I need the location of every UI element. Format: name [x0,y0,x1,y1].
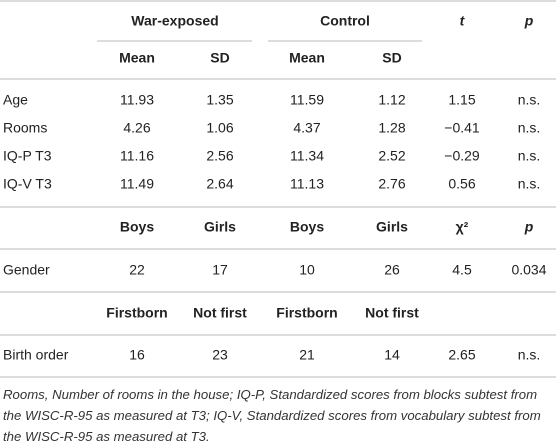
cell: 0.56 [448,176,475,192]
cell: 1.12 [378,92,405,108]
cell: −0.29 [444,148,480,164]
table: War-exposed Control t p Mean SD Mean SD Age 1… [0,0,556,378]
cell: 11.34 [290,148,324,164]
cell: 2.52 [378,148,405,164]
cell: 1.35 [206,92,233,108]
cell: 4.5 [452,262,472,278]
column-header: Boys [290,219,324,235]
stat-header: t [460,13,466,29]
row-label: Rooms [3,120,47,136]
cell: 21 [299,347,315,363]
cell: 1.15 [448,92,475,108]
cell: 4.37 [293,120,320,136]
cell: −0.41 [444,120,480,136]
cell: 11.16 [120,148,154,164]
column-header: p [524,219,534,235]
row-label: Age [3,92,28,108]
column-header: SD [382,50,401,66]
cell: n.s. [518,347,541,363]
group-header: War-exposed [131,13,218,29]
cell: 23 [212,347,228,363]
footnote: Rooms, Number of rooms in the house; IQ-… [3,387,541,444]
column-header: Girls [376,219,408,235]
cell: 17 [212,262,228,278]
cell: 4.26 [123,120,150,136]
group-header: Control [320,13,370,29]
cell: 2.56 [206,148,233,164]
cell: 2.76 [378,176,405,192]
row-label: IQ-P T3 [3,148,52,164]
cell: 11.13 [290,176,324,192]
cell: n.s. [518,176,541,192]
cell: n.s. [518,148,541,164]
column-header: Firstborn [106,305,167,321]
cell: 2.65 [448,347,475,363]
row-label: Gender [3,262,50,278]
cell: 11.59 [290,92,324,108]
column-header: SD [210,50,229,66]
column-header: Girls [204,219,236,235]
cell: 10 [299,262,315,278]
cell: 26 [384,262,400,278]
column-header: χ² [456,219,469,235]
row-label: IQ-V T3 [3,176,52,192]
column-header: Not first [193,305,247,321]
column-header: Boys [120,219,154,235]
stat-header: p [524,13,534,29]
cell: 22 [129,262,145,278]
column-header: Mean [119,50,155,66]
cell: 11.49 [120,176,154,192]
column-header: Not first [365,305,419,321]
column-header: Firstborn [276,305,337,321]
cell: 16 [129,347,145,363]
cell: 2.64 [206,176,233,192]
cell: 1.06 [206,120,233,136]
cell: 1.28 [378,120,405,136]
cell: n.s. [518,120,541,136]
row-label: Birth order [3,347,69,363]
cell: 11.93 [120,92,154,108]
cell: n.s. [518,92,541,108]
cell: 14 [384,347,400,363]
cell: 0.034 [511,262,546,278]
column-header: Mean [289,50,325,66]
